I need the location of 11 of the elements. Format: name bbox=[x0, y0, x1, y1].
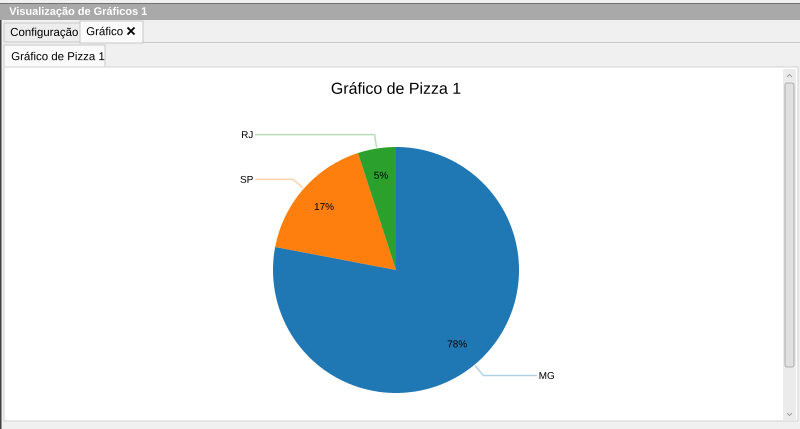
data-label: 5% bbox=[374, 172, 388, 179]
data-label: 17% bbox=[314, 203, 334, 210]
text: Gráfico de Pizza 1 bbox=[12, 52, 104, 60]
text: Gráfico bbox=[86, 26, 123, 36]
slice-label: RJ bbox=[242, 131, 253, 138]
text: Visualização de Gráficos 1 bbox=[9, 6, 147, 18]
data-label: 78% bbox=[448, 340, 467, 348]
slice-label: MG bbox=[540, 372, 554, 380]
slice-label: SP bbox=[240, 176, 253, 183]
chart-title: Gráfico de Pizza 1 bbox=[332, 82, 460, 94]
text: Configuração bbox=[10, 28, 78, 38]
